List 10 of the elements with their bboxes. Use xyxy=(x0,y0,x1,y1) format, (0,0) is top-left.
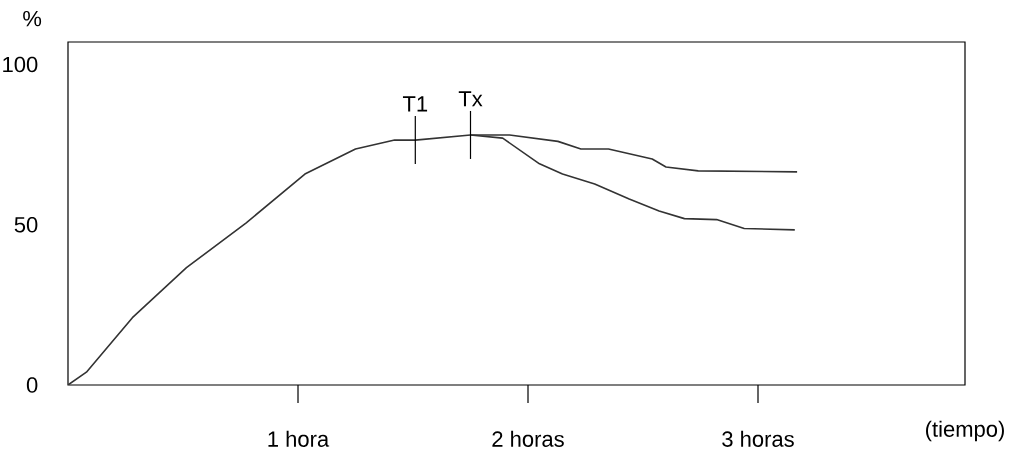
x-axis-title: (tiempo) xyxy=(926,420,1004,442)
y-tick-label: 100 xyxy=(3,56,38,73)
x-tick-label: 1 hora xyxy=(268,430,330,447)
x-tick-label: 3 horas xyxy=(722,430,794,447)
y-axis-title: % xyxy=(23,10,42,27)
y-tick-label: 0 xyxy=(26,377,38,393)
x-tick-label: 2 horas xyxy=(492,430,564,447)
y-tick-label: 50 xyxy=(14,216,38,233)
annotation: Tx xyxy=(458,91,483,107)
annotation: T1 xyxy=(402,96,428,112)
